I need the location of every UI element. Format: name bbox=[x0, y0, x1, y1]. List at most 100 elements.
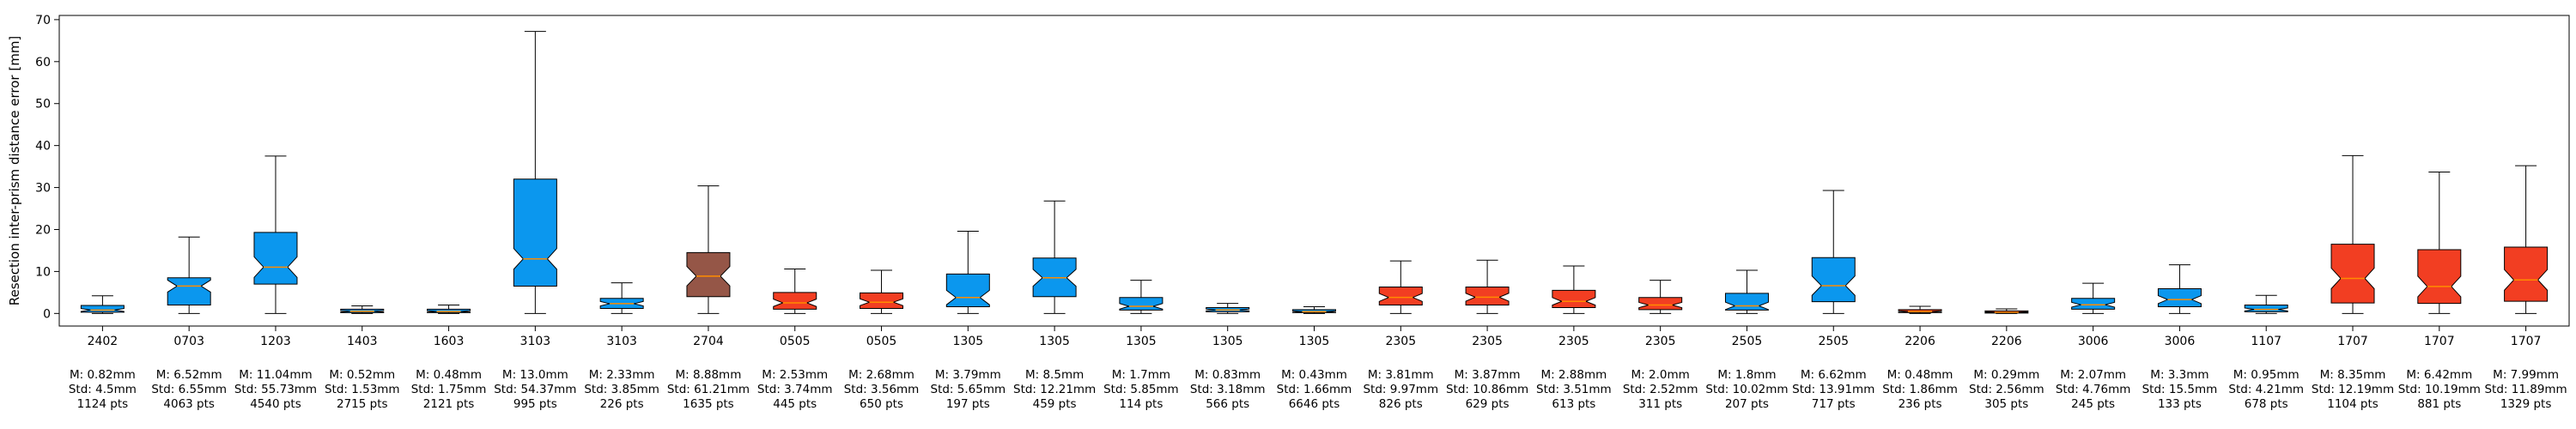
box-stat-line: M: 2.0mm bbox=[1631, 368, 1690, 382]
box-body bbox=[80, 305, 125, 313]
box-body bbox=[513, 178, 557, 287]
box-stat-line: M: 3.79mm bbox=[935, 368, 1001, 382]
box-stat-line: 995 pts bbox=[513, 397, 557, 411]
box-body bbox=[1465, 287, 1510, 306]
box-stat-line: Std: 10.02mm bbox=[1705, 383, 1788, 396]
box-stat-line: 4540 pts bbox=[250, 397, 301, 411]
y-tick-label: 10 bbox=[35, 265, 51, 279]
box-stat-line: M: 2.07mm bbox=[2060, 368, 2126, 382]
y-tick-label: 40 bbox=[35, 140, 51, 154]
x-tick-label: 1305 bbox=[1299, 335, 1330, 348]
box-stat-line: M: 0.48mm bbox=[1887, 368, 1953, 382]
box-stat-line: Std: 1.53mm bbox=[325, 383, 400, 396]
axes-frame bbox=[58, 15, 2570, 327]
box-stat-line: M: 0.48mm bbox=[416, 368, 482, 382]
box-stat-line: 717 pts bbox=[1812, 397, 1856, 411]
box-body bbox=[1638, 297, 1683, 311]
y-tick-label: 60 bbox=[35, 56, 51, 69]
box-stat-line: Std: 4.21mm bbox=[2228, 383, 2304, 396]
x-tick-label: 1707 bbox=[2424, 335, 2455, 348]
box-stat-line: Std: 3.18mm bbox=[1190, 383, 1266, 396]
x-tick-label: 1603 bbox=[434, 335, 465, 348]
box-stat-line: 566 pts bbox=[1206, 397, 1249, 411]
x-tick-label: 1707 bbox=[2337, 335, 2368, 348]
box-body bbox=[167, 277, 211, 306]
x-tick-label: 0505 bbox=[866, 335, 897, 348]
box-stat-line: M: 3.87mm bbox=[1455, 368, 1521, 382]
box-stat-line: Std: 10.86mm bbox=[1446, 383, 1528, 396]
box-stat-line: Std: 1.66mm bbox=[1277, 383, 1352, 396]
box-stat-line: Std: 5.85mm bbox=[1103, 383, 1179, 396]
box-stat-line: 207 pts bbox=[1725, 397, 1769, 411]
box-stat-line: M: 8.88mm bbox=[676, 368, 742, 382]
box-stat-line: M: 11.04mm bbox=[239, 368, 312, 382]
box-stat-line: 197 pts bbox=[946, 397, 990, 411]
box-stat-line: 114 pts bbox=[1119, 397, 1163, 411]
box-stat-line: 245 pts bbox=[2071, 397, 2115, 411]
box-body bbox=[1811, 257, 1856, 303]
x-tick-label: 1107 bbox=[2251, 335, 2281, 348]
box-stat-line: M: 0.43mm bbox=[1281, 368, 1347, 382]
box-body bbox=[1119, 297, 1163, 311]
box-stat-line: 133 pts bbox=[2158, 397, 2202, 411]
x-tick-label: 3006 bbox=[2165, 335, 2196, 348]
box-body bbox=[253, 232, 298, 285]
y-tick-label: 70 bbox=[35, 14, 51, 27]
box-stat-line: 459 pts bbox=[1033, 397, 1077, 411]
box-stat-line: M: 0.52mm bbox=[329, 368, 395, 382]
box-body bbox=[2417, 249, 2462, 305]
box-stat-line: Std: 3.85mm bbox=[584, 383, 659, 396]
box-stat-line: 1635 pts bbox=[683, 397, 734, 411]
box-stat-line: 1104 pts bbox=[2327, 397, 2379, 411]
x-tick-label: 2206 bbox=[1905, 335, 1935, 348]
box-stat-line: M: 6.62mm bbox=[1801, 368, 1867, 382]
box-stat-line: Std: 15.5mm bbox=[2142, 383, 2218, 396]
box-stat-line: Std: 11.89mm bbox=[2484, 383, 2567, 396]
box-stat-line: 1329 pts bbox=[2500, 397, 2552, 411]
box-stat-line: M: 1.8mm bbox=[1717, 368, 1776, 382]
x-tick-label: 2305 bbox=[1385, 335, 1416, 348]
box-stat-line: Std: 3.56mm bbox=[844, 383, 920, 396]
box-stat-line: 881 pts bbox=[2417, 397, 2461, 411]
box-stat-line: M: 8.35mm bbox=[2320, 368, 2386, 382]
box-stat-line: M: 2.68mm bbox=[848, 368, 914, 382]
box-stat-line: Std: 2.56mm bbox=[1969, 383, 2044, 396]
box-stat-line: M: 7.99mm bbox=[2493, 368, 2559, 382]
x-tick-label: 2704 bbox=[693, 335, 724, 348]
box-stat-line: 678 pts bbox=[2245, 397, 2288, 411]
x-tick-label: 1305 bbox=[1212, 335, 1243, 348]
box-stat-line: Std: 4.5mm bbox=[69, 383, 137, 396]
box-body bbox=[1378, 287, 1423, 306]
box-stat-line: Std: 54.37mm bbox=[494, 383, 576, 396]
box-stat-line: Std: 6.55mm bbox=[151, 383, 227, 396]
box-stat-line: Std: 12.19mm bbox=[2312, 383, 2394, 396]
box-body bbox=[686, 251, 731, 298]
y-tick-label: 30 bbox=[35, 182, 51, 196]
box-stat-line: 445 pts bbox=[773, 397, 817, 411]
box-stat-line: M: 0.29mm bbox=[1973, 368, 2039, 382]
box-body bbox=[2071, 298, 2116, 310]
box-stat-line: M: 6.42mm bbox=[2406, 368, 2472, 382]
x-tick-label: 0703 bbox=[173, 335, 204, 348]
box-stat-line: 4063 pts bbox=[163, 397, 215, 411]
box-stat-line: 2121 pts bbox=[423, 397, 475, 411]
